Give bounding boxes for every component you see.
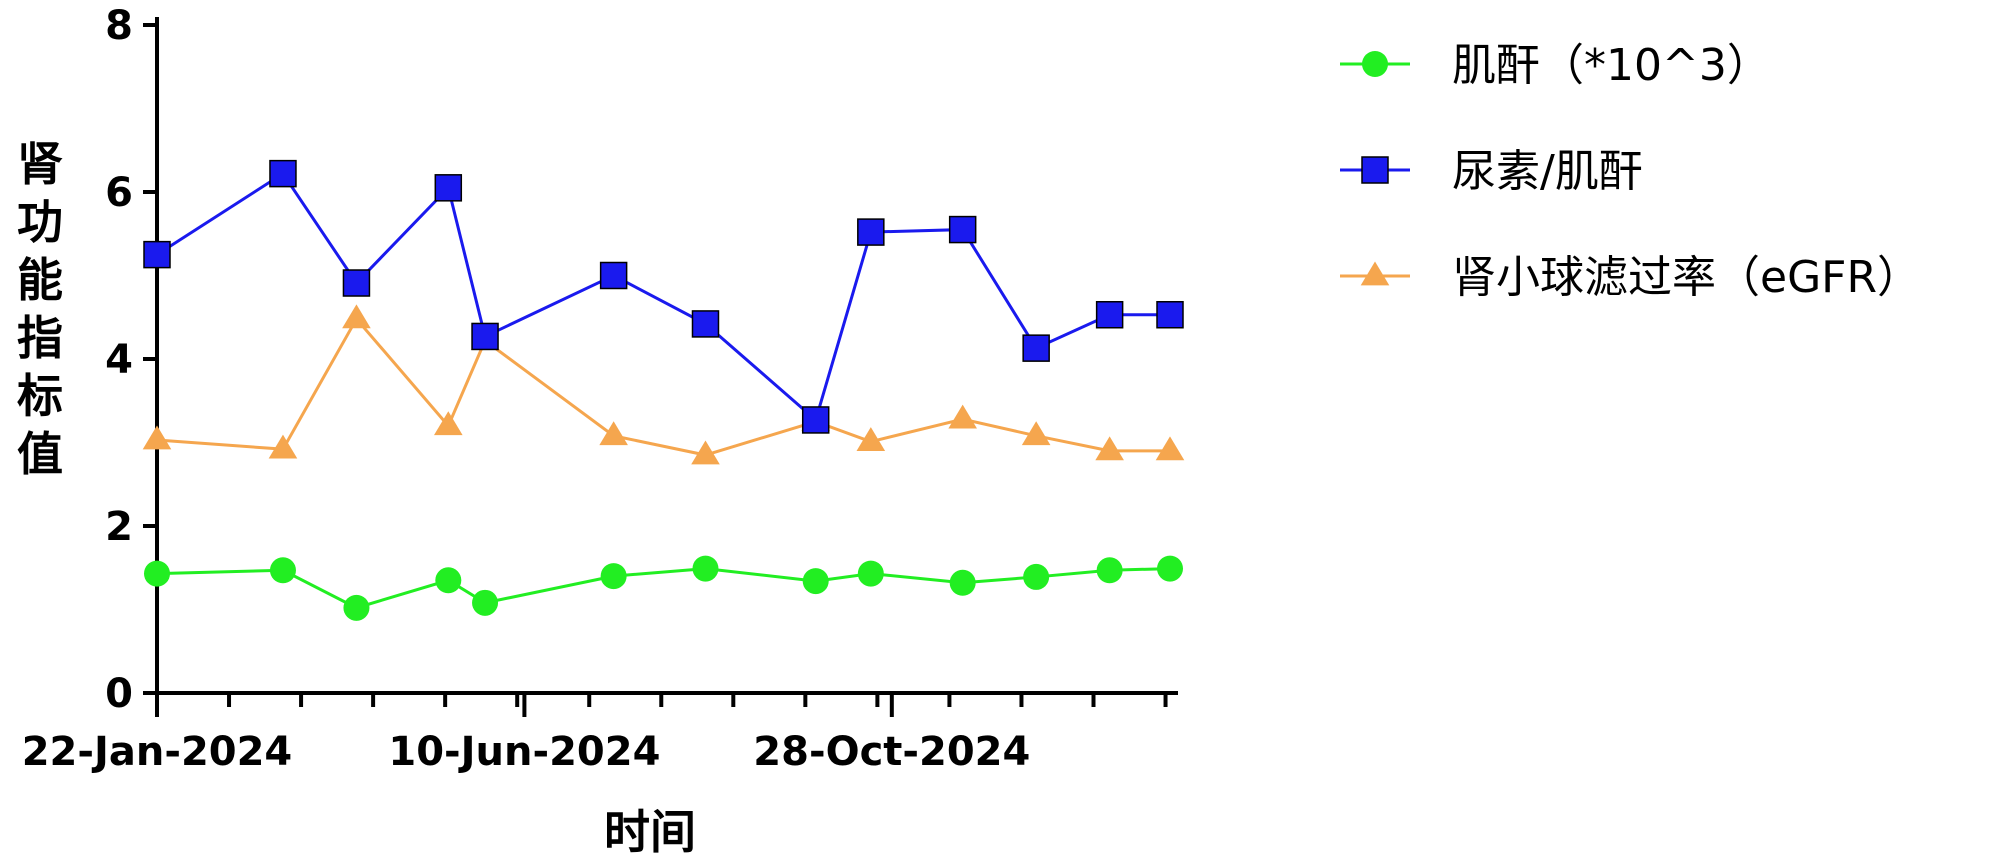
data-point [1157, 555, 1183, 582]
legend-marker [1361, 156, 1389, 184]
data-point [802, 568, 829, 595]
y-axis-title-char: 标 [17, 369, 63, 423]
data-point [1156, 300, 1184, 329]
series-line [156, 171, 1170, 423]
data-point [857, 560, 884, 587]
y-axis-title: 肾功能指标值 [17, 137, 63, 481]
series-line [156, 316, 1170, 457]
data-point [949, 569, 976, 596]
data-point [801, 406, 830, 434]
legend-item: 肌酐（*10^3） [1340, 40, 1771, 91]
data-point [1022, 334, 1050, 362]
x-tick-label: 10-Jun-2024 [388, 729, 660, 775]
data-point [692, 555, 719, 582]
series-0 [144, 555, 1183, 621]
data-point [1096, 557, 1123, 584]
y-tick-label: 8 [105, 3, 133, 49]
legend-label: 肾小球滤过率（eGFR） [1452, 252, 1921, 303]
data-point [1155, 436, 1185, 461]
data-point [435, 567, 462, 594]
y-tick-label: 2 [105, 504, 133, 550]
series-1 [143, 159, 1184, 434]
data-point [599, 261, 628, 290]
y-axis-title-char: 肾 [17, 137, 63, 191]
data-point [599, 421, 628, 446]
data-point [269, 159, 297, 188]
y-axis-title-char: 能 [17, 253, 63, 307]
data-point [1023, 563, 1050, 590]
data-point [948, 215, 977, 244]
y-axis-title-char: 值 [17, 427, 63, 481]
y-tick-label: 4 [105, 337, 133, 383]
data-point [691, 440, 720, 465]
legend-marker [1360, 261, 1390, 286]
legend-label: 肌酐（*10^3） [1452, 40, 1771, 91]
y-tick-label: 6 [105, 170, 133, 216]
data-point [343, 594, 370, 621]
data-point [269, 557, 296, 584]
data-point [471, 322, 499, 351]
series-line [156, 567, 1171, 610]
data-point [857, 218, 885, 246]
legend-item: 肾小球滤过率（eGFR） [1340, 252, 1921, 303]
series-2 [142, 304, 1185, 465]
data-point [600, 563, 627, 590]
data-point [434, 411, 463, 436]
data-point [142, 425, 172, 450]
data-point [948, 404, 977, 429]
data-point [856, 427, 886, 452]
data-point [472, 589, 499, 616]
x-tick-label: 22-Jan-2024 [22, 729, 293, 775]
data-point [1095, 436, 1124, 461]
y-axis-title-char: 指 [17, 311, 63, 365]
data-point [342, 269, 371, 297]
data-point [1021, 421, 1051, 446]
data-point [1095, 300, 1124, 329]
data-point [691, 310, 720, 338]
legend-item: 尿素/肌酐 [1340, 146, 1643, 197]
data-point [342, 304, 371, 329]
legend-label: 尿素/肌酐 [1452, 146, 1643, 197]
data-point [143, 240, 171, 269]
legend-marker [1362, 51, 1388, 77]
x-axis-title: 时间 [604, 805, 696, 859]
series-layer [142, 159, 1185, 621]
data-point [268, 434, 298, 459]
y-tick-label: 0 [105, 671, 133, 717]
data-point [434, 174, 463, 202]
data-point [144, 560, 170, 587]
x-tick-label: 28-Oct-2024 [753, 729, 1030, 775]
y-axis-title-char: 功 [17, 195, 63, 249]
axes: 0 2 4 6 8 22-Jan-2024 10-Jun-2024 28-Oct-2024 [22, 3, 1178, 775]
